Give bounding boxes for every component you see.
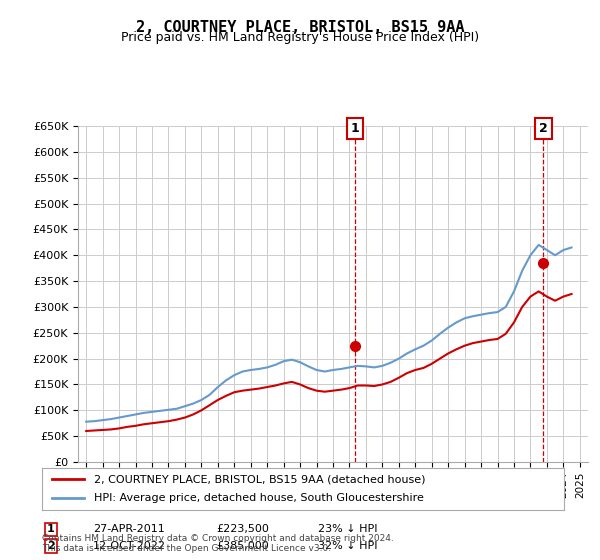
Text: 32% ↓ HPI: 32% ↓ HPI bbox=[318, 541, 377, 551]
Text: £385,000: £385,000 bbox=[216, 541, 269, 551]
Text: 2: 2 bbox=[539, 122, 548, 135]
Text: 27-APR-2011: 27-APR-2011 bbox=[93, 524, 165, 534]
Text: 12-OCT-2022: 12-OCT-2022 bbox=[93, 541, 166, 551]
Text: Contains HM Land Registry data © Crown copyright and database right 2024.
This d: Contains HM Land Registry data © Crown c… bbox=[42, 534, 394, 553]
Text: HPI: Average price, detached house, South Gloucestershire: HPI: Average price, detached house, Sout… bbox=[94, 493, 424, 503]
Text: Price paid vs. HM Land Registry's House Price Index (HPI): Price paid vs. HM Land Registry's House … bbox=[121, 31, 479, 44]
Text: 1: 1 bbox=[350, 122, 359, 135]
Text: £223,500: £223,500 bbox=[216, 524, 269, 534]
Text: 1: 1 bbox=[47, 524, 55, 534]
Text: 2, COURTNEY PLACE, BRISTOL, BS15 9AA (detached house): 2, COURTNEY PLACE, BRISTOL, BS15 9AA (de… bbox=[94, 474, 426, 484]
Text: 2, COURTNEY PLACE, BRISTOL, BS15 9AA: 2, COURTNEY PLACE, BRISTOL, BS15 9AA bbox=[136, 20, 464, 35]
Text: 23% ↓ HPI: 23% ↓ HPI bbox=[318, 524, 377, 534]
Text: 2: 2 bbox=[47, 541, 55, 551]
